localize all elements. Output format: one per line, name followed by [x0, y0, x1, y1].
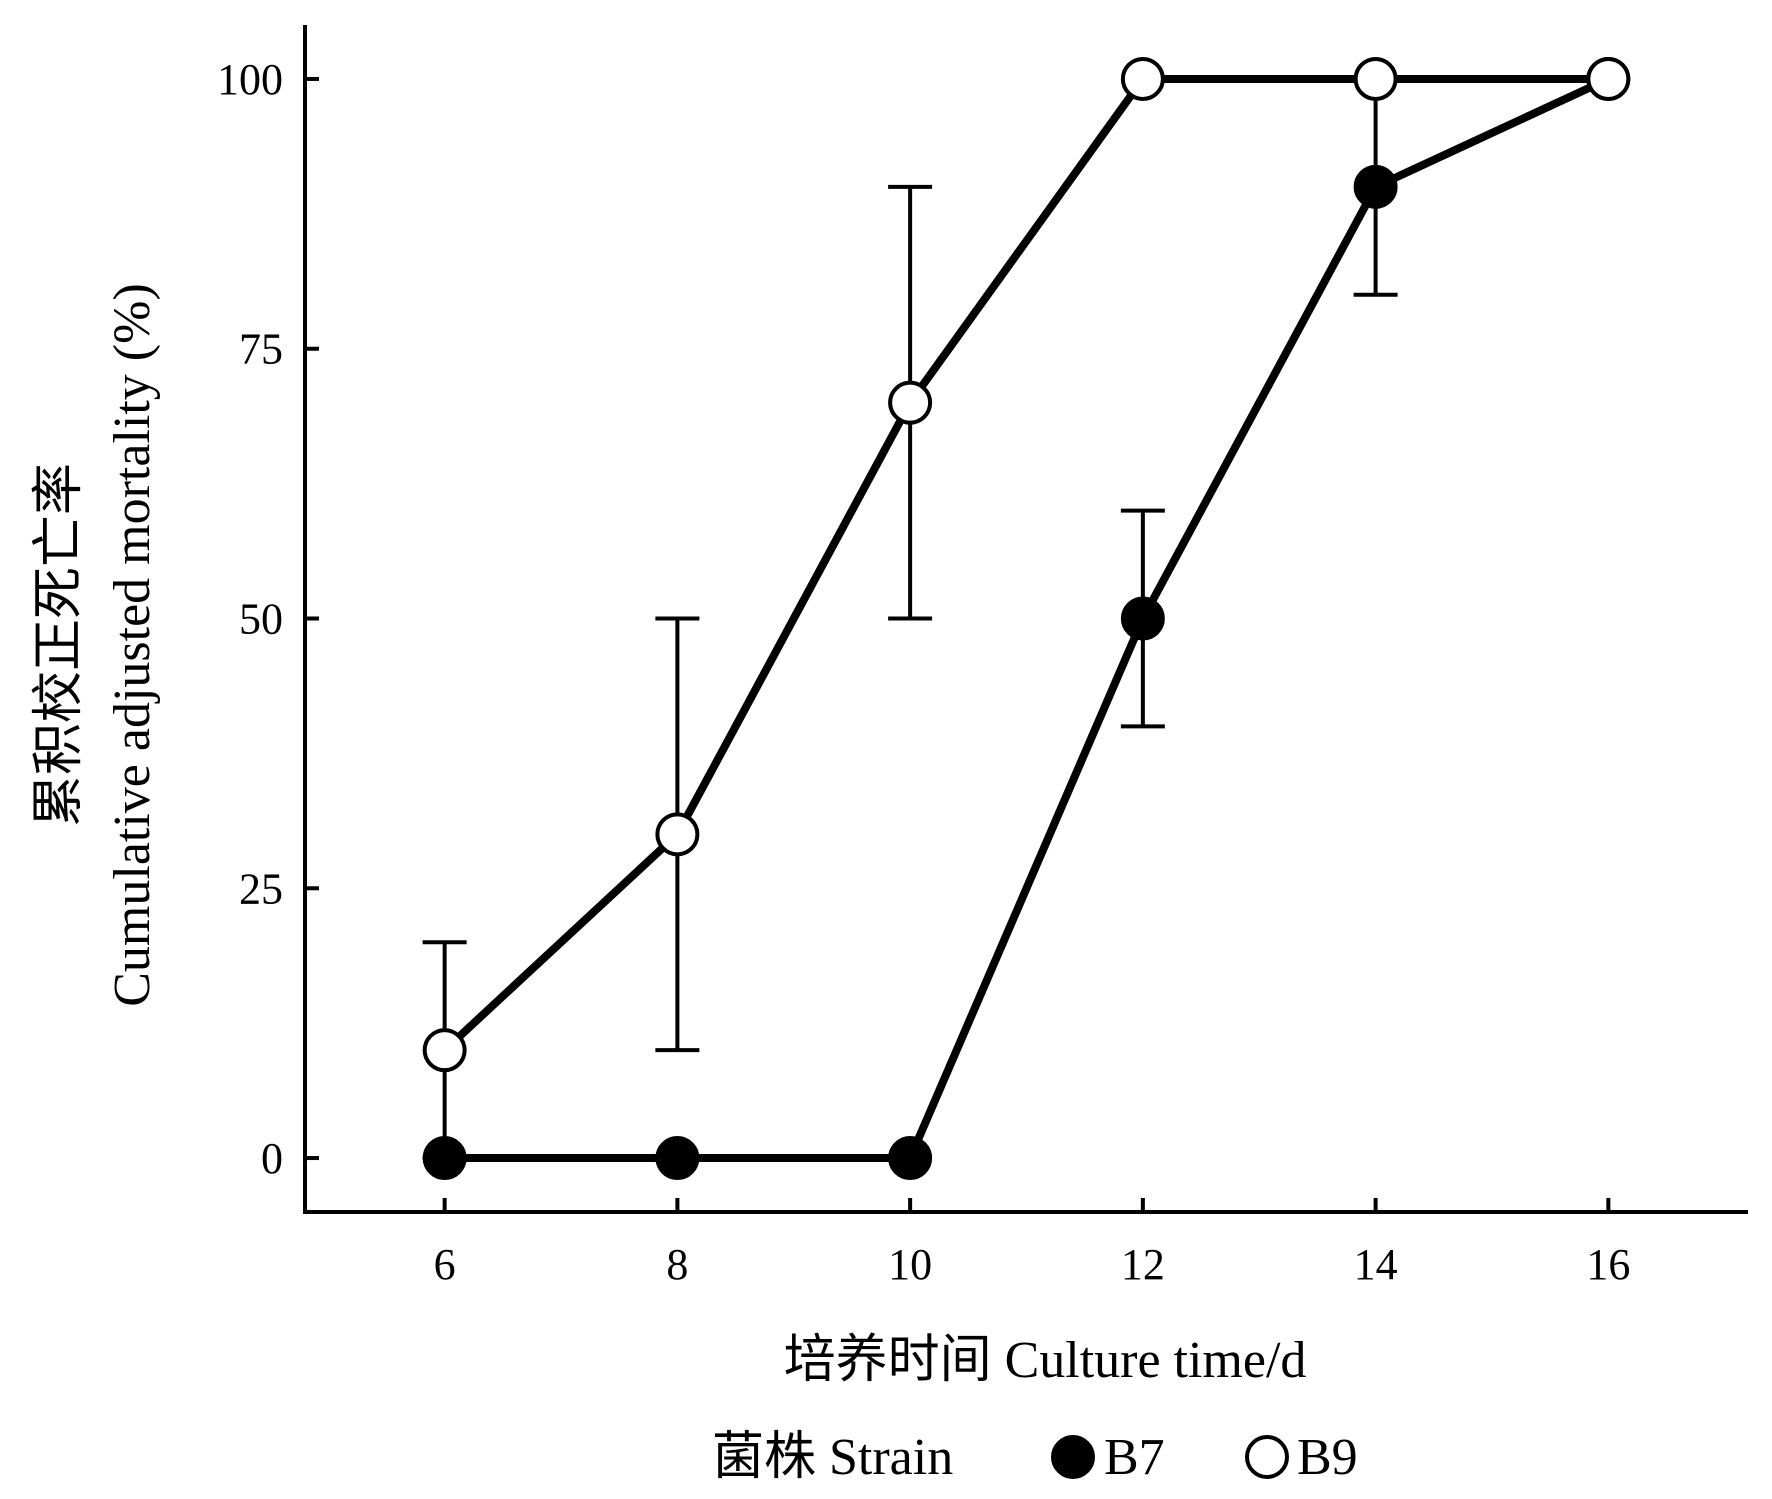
point-b9-x16 — [1586, 56, 1631, 101]
series-lines — [441, 74, 1611, 1163]
x-axis-ticks: 6 8 10 12 14 16 — [434, 1198, 1630, 1289]
y-axis-title-en: Cumulative adjusted mortality (%) — [104, 283, 161, 1007]
series-line-b7 — [444, 75, 1611, 1163]
legend-title: 菌株 Strain — [712, 1429, 953, 1486]
y-tick-label-25: 25 — [239, 864, 283, 913]
y-tick-label-0: 0 — [261, 1134, 283, 1183]
y-axis-title: 累积校正死亡率 Cumulative adjusted mortality (%… — [31, 283, 161, 1007]
y-axis-title-cn: 累积校正死亡率 — [31, 463, 88, 827]
x-tick-label-8: 8 — [666, 1240, 688, 1289]
error-bars — [422, 76, 1398, 1161]
x-tick-label-10: 10 — [888, 1240, 932, 1289]
legend: 菌株 Strain B7 B9 — [712, 1429, 1358, 1486]
point-b7-x12 — [1120, 596, 1165, 641]
legend-marker-b7 — [1051, 1435, 1095, 1479]
point-b7-x14 — [1353, 164, 1398, 209]
point-b7-x8 — [655, 1136, 700, 1181]
y-tick-label-75: 75 — [239, 325, 283, 374]
point-b9-x8 — [655, 812, 700, 857]
x-tick-label-12: 12 — [1121, 1240, 1165, 1289]
point-b9-x6 — [422, 1028, 467, 1073]
legend-label-b7: B7 — [1104, 1429, 1165, 1486]
y-tick-label-50: 50 — [239, 595, 283, 644]
point-b9-x12 — [1120, 56, 1165, 101]
series-markers — [422, 56, 1631, 1181]
x-tick-label-14: 14 — [1354, 1240, 1398, 1289]
series-line-b9 — [441, 74, 1609, 1054]
x-tick-label-6: 6 — [434, 1240, 456, 1289]
legend-label-b9: B9 — [1297, 1429, 1358, 1486]
x-tick-label-16: 16 — [1586, 1240, 1630, 1289]
point-b9-x10 — [888, 380, 933, 425]
point-b9-x14 — [1353, 56, 1398, 101]
y-tick-label-100: 100 — [217, 55, 283, 104]
y-axis-ticks: 0 25 50 75 100 — [217, 55, 319, 1183]
point-b7-x10 — [888, 1136, 933, 1181]
point-b7-x6 — [422, 1136, 467, 1181]
legend-marker-b9 — [1245, 1435, 1289, 1479]
x-axis-title: 培养时间 Culture time/d — [784, 1332, 1307, 1389]
axes — [303, 25, 1748, 1214]
